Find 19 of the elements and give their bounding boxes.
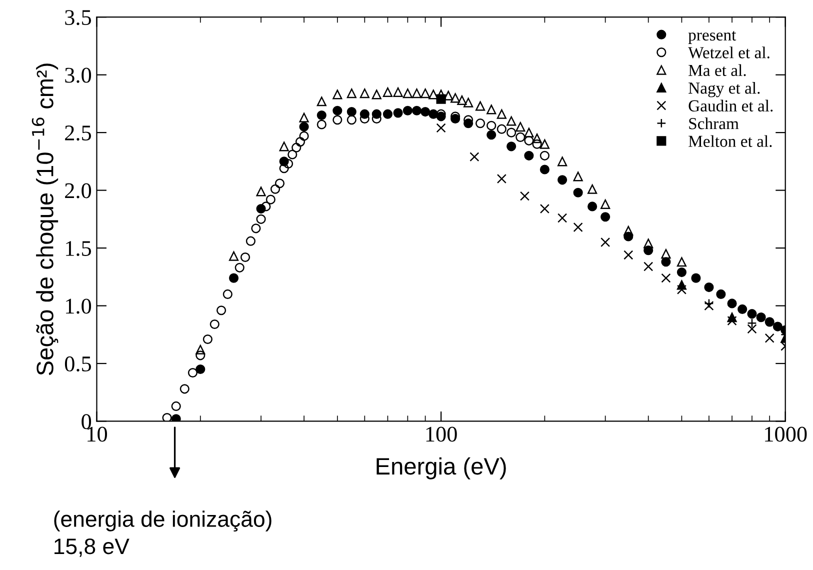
y-tick-label: 1.5 — [66, 241, 92, 256]
legend-label: Schram — [689, 117, 739, 130]
y-tick-label: 0.5 — [64, 356, 92, 372]
legend-label: Nagy et al. — [688, 82, 760, 98]
legend-label: Ma et al. — [688, 64, 746, 76]
x-axis-title: Energia (eV) — [376, 457, 506, 480]
y-axis-title: Seção de choque (10$^{−16}$ cm²) — [32, 64, 58, 376]
legend-label: Wetzel et al. — [688, 46, 770, 58]
legend-label: Gaudin et al. — [688, 100, 773, 112]
y-tick-label: 1.0 — [66, 298, 92, 314]
y-tick-label: 2.0 — [65, 183, 92, 198]
x-tick-label: 1000 — [765, 426, 807, 442]
x-tick-label: 100 — [426, 426, 457, 442]
y-tick-label: 3.0 — [65, 68, 92, 83]
legend-label: Melton et al. — [688, 135, 772, 148]
y-tick-label: 2.5 — [65, 126, 92, 141]
y-tick-label: 3.5 — [65, 10, 92, 26]
legend-label: present — [688, 31, 736, 44]
text: (energia de ionização) 15,8 eV — [54, 510, 272, 557]
